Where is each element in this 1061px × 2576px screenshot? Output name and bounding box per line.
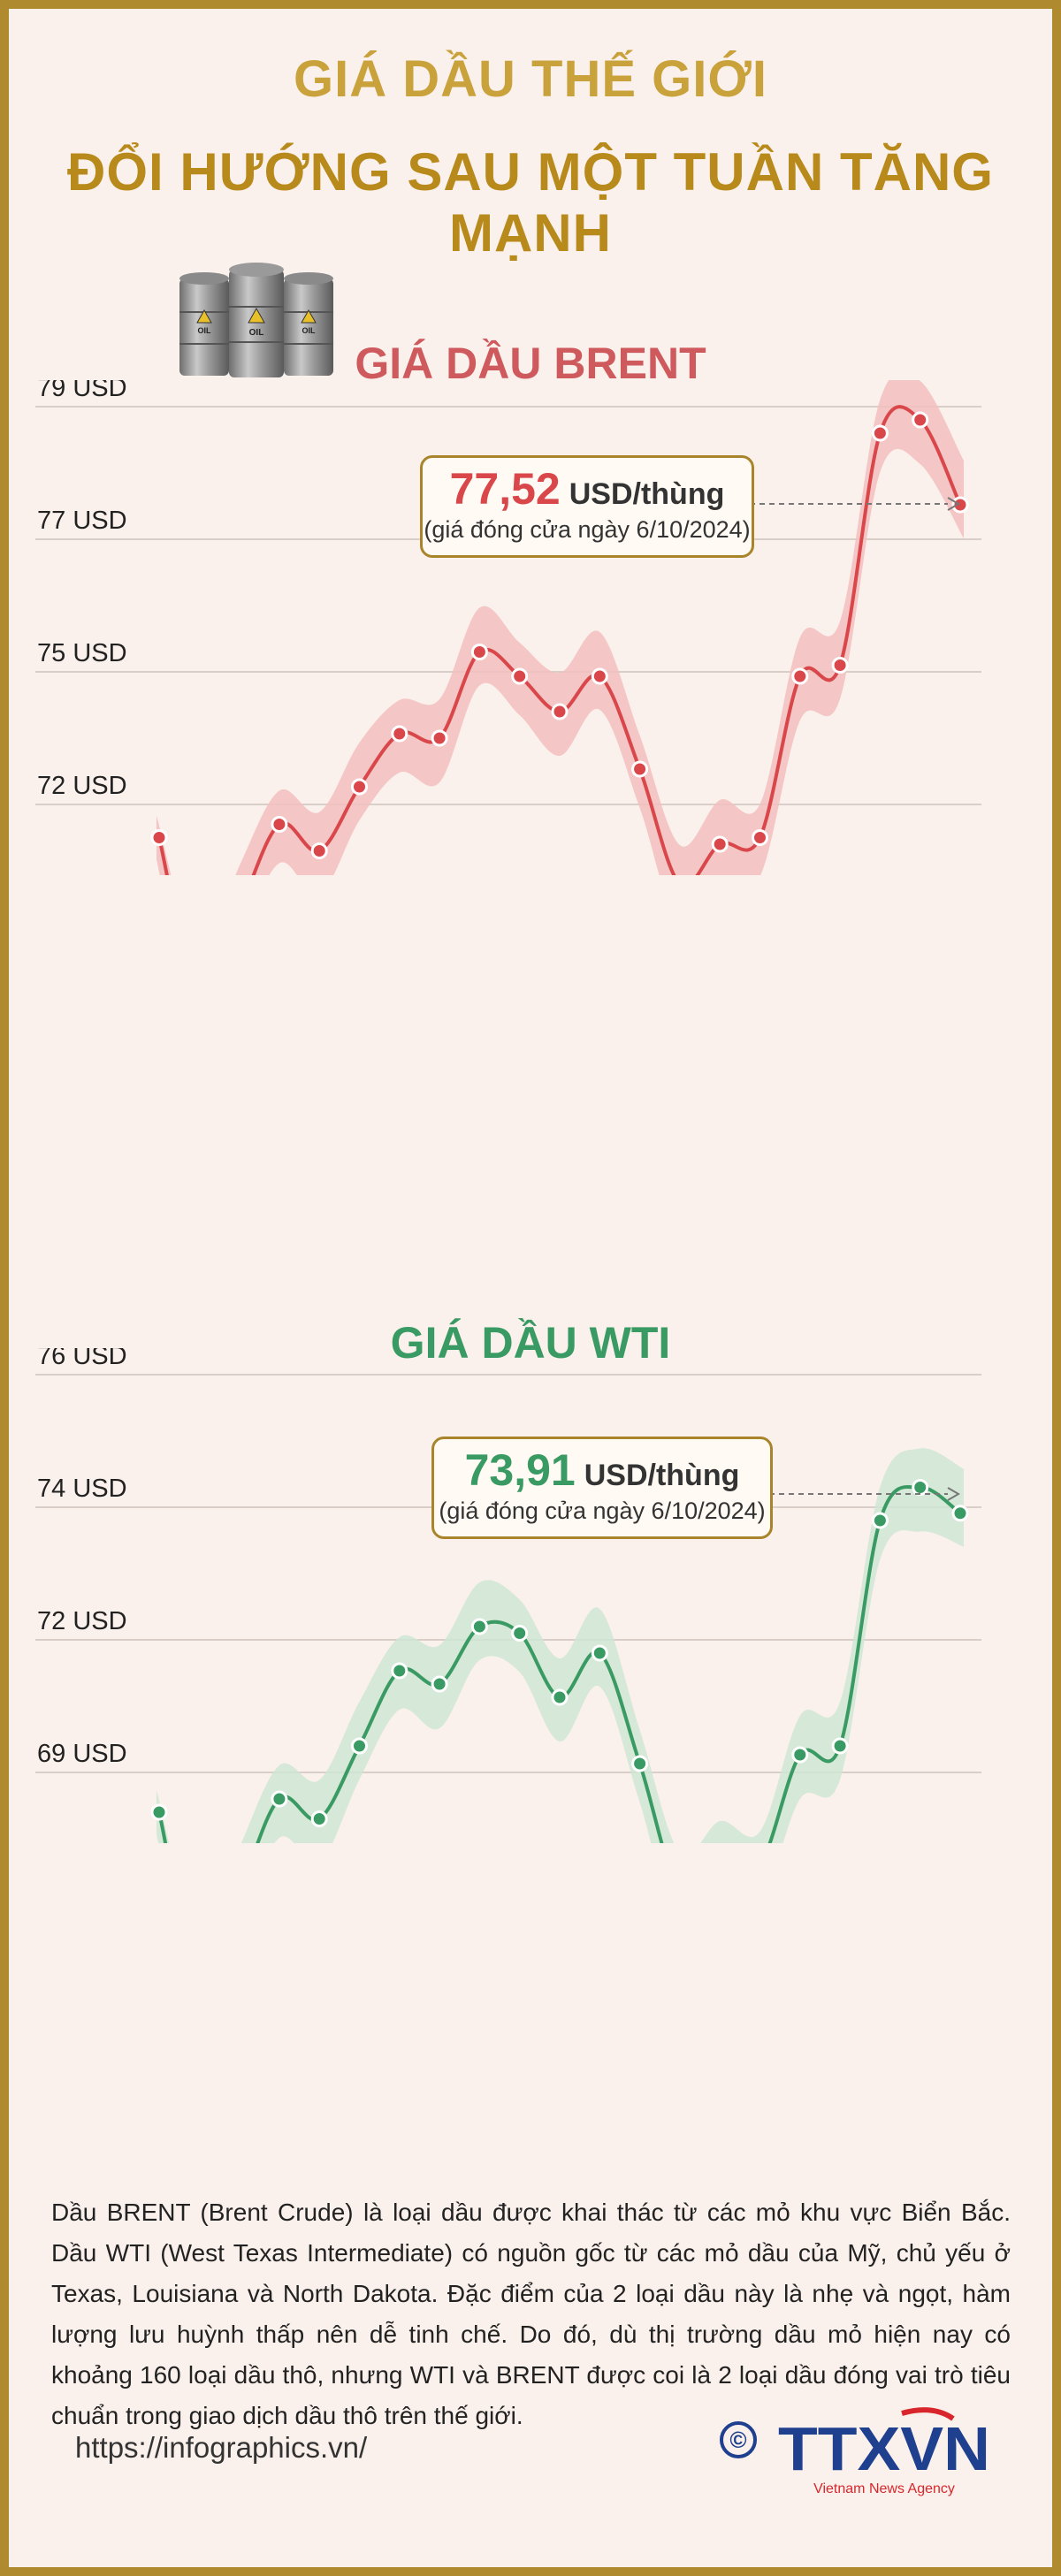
wti-data-point	[791, 1746, 809, 1764]
logo-swoosh	[901, 2407, 955, 2421]
brent-data-point	[912, 411, 929, 429]
wti-data-point	[951, 1505, 969, 1522]
wti-price-value: 73,91	[464, 1445, 576, 1495]
logo-subtext: Vietnam News Agency	[813, 2481, 955, 2496]
wti-ytick-label: 69 USD	[37, 1740, 127, 1768]
brent-ytick-label: 77 USD	[37, 507, 127, 535]
copyright-icon	[720, 2421, 757, 2458]
brent-ytick-label: 72 USD	[37, 772, 127, 800]
wti-data-point	[912, 1479, 929, 1496]
wti-ytick-label: 74 USD	[37, 1475, 127, 1503]
brent-data-point	[431, 729, 448, 747]
barrel-label: OIL	[249, 328, 264, 338]
brent-data-point	[711, 835, 729, 853]
barrel-center: OIL	[229, 263, 284, 377]
wti-data-point	[431, 1675, 448, 1693]
wti-price-callout: 73,91 USD/thùng (giá đóng cửa ngày 6/10/2…	[431, 1437, 773, 1539]
wti-data-point	[310, 1810, 328, 1827]
page-title-line2: ĐỔI HƯỚNG SAU MỘT TUẦN TĂNG MẠNH	[67, 142, 994, 263]
brent-price-note: (giá đóng cửa ngày 6/10/2024)	[424, 516, 751, 543]
description-paragraph: Dầu BRENT (Brent Crude) là loại dầu được…	[51, 2199, 1011, 2429]
copyright-symbol: ©	[729, 2427, 746, 2453]
wti-callout-arrowhead	[947, 1487, 960, 1501]
barrel-label: OIL	[198, 326, 212, 335]
brent-callout-arrowhead	[947, 497, 960, 511]
brent-data-point	[871, 424, 889, 442]
brent-chart-title: GIÁ DẦU BRENT	[355, 339, 706, 388]
wti-data-point	[591, 1644, 608, 1662]
wti-ytick-label: 72 USD	[37, 1607, 127, 1635]
brent-price-value: 77,52	[449, 464, 561, 514]
wti-price-note: (giá đóng cửa ngày 6/10/2024)	[439, 1498, 766, 1524]
wti-data-point	[551, 1688, 569, 1706]
brent-data-point	[470, 644, 488, 660]
wti-data-point	[511, 1625, 529, 1642]
brent-data-point	[310, 842, 328, 859]
brent-data-point	[271, 816, 288, 833]
brent-data-point	[752, 829, 768, 846]
wti-data-point	[351, 1737, 368, 1755]
brent-data-point	[551, 703, 569, 720]
brent-data-point	[150, 829, 168, 846]
wti-data-point	[831, 1737, 849, 1755]
brent-data-point	[791, 667, 809, 685]
ttxvn-logo: © TTXVN Vietnam News Agency	[720, 2407, 990, 2496]
wti-data-point	[871, 1512, 889, 1529]
wti-chart-title: GIÁ DẦU WTI	[390, 1318, 671, 1368]
wti-price-unit: USD/thùng	[584, 1459, 740, 1492]
brent-data-point	[951, 496, 969, 514]
brent-data-point	[831, 657, 849, 674]
barrel-left: OIL	[179, 272, 229, 376]
wti-data-point	[150, 1803, 168, 1821]
wti-data-point	[271, 1790, 288, 1808]
brent-data-point	[511, 667, 529, 685]
infographic-panel: GIÁ DẦU THẾ GIỚI ĐỔI HƯỚNG SAU MỘT TUẦN …	[9, 9, 1052, 2567]
brent-ytick-label: 79 USD	[37, 380, 127, 402]
wti-data-point	[391, 1662, 408, 1680]
brent-data-point	[631, 760, 649, 778]
brent-price-callout: 77,52 USD/thùng (giá đóng cửa ngày 6/10/2…	[420, 455, 754, 558]
brent-data-point	[591, 667, 608, 685]
brent-data-point	[391, 725, 408, 743]
barrel-label: OIL	[302, 326, 317, 335]
barrel-right: OIL	[284, 272, 333, 376]
source-link[interactable]: https://infographics.vn/	[75, 2431, 368, 2464]
wti-ytick-label: 76 USD	[37, 1348, 127, 1370]
brent-price-unit: USD/thùng	[569, 477, 725, 511]
logo-text: TTXVN	[778, 2414, 990, 2483]
page-title-line1: GIÁ DẦU THẾ GIỚI	[294, 50, 767, 108]
wti-data-point	[631, 1755, 649, 1772]
brent-range-band	[156, 380, 964, 875]
wti-data-point	[470, 1618, 488, 1635]
brent-ytick-label: 75 USD	[37, 639, 127, 667]
oil-barrels-icon: OIL OIL OIL	[179, 263, 333, 377]
brent-data-point	[351, 778, 368, 796]
